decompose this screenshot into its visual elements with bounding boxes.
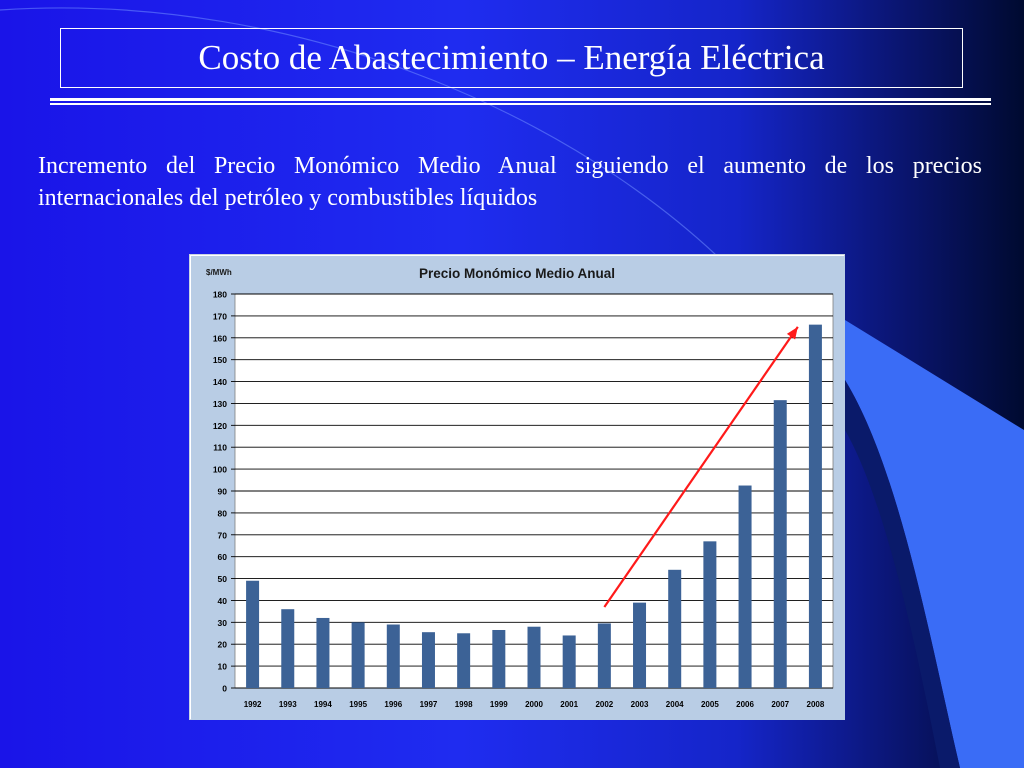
y-tick-label: 120: [213, 421, 227, 431]
y-tick-label: 70: [218, 530, 228, 540]
bar-2005: [703, 541, 717, 688]
slide-body-text: Incremento del Precio Monómico Medio Anu…: [38, 153, 982, 211]
bar-2007: [773, 400, 787, 688]
slide-title: Costo de Abastecimiento – Energía Eléctr…: [198, 38, 825, 77]
x-tick-label: 1996: [384, 700, 402, 709]
x-tick-label: 1993: [279, 700, 297, 709]
bar-2003: [633, 602, 647, 688]
y-tick-label: 100: [213, 465, 227, 475]
x-tick-label: 1998: [455, 700, 473, 709]
bar-1992: [246, 580, 260, 688]
title-rule-thin: [50, 103, 991, 105]
x-tick-label: 2000: [525, 700, 543, 709]
x-tick-label: 1994: [314, 700, 332, 709]
bar-1995: [351, 622, 365, 688]
y-axis-label: $/MWh: [206, 268, 232, 277]
y-tick-label: 160: [213, 333, 227, 343]
y-tick-label: 40: [218, 596, 228, 606]
background-arc: [0, 7, 761, 301]
bar-1998: [457, 633, 471, 688]
title-rule-thick: [50, 98, 991, 101]
chart-frame: 0 10 20 30 40 50 60 70 80 90 100 110 120 130 140 150 160…: [189, 254, 845, 720]
x-tick-label: 2006: [736, 700, 754, 709]
bar-1997: [421, 632, 435, 688]
y-tick-label: 20: [218, 640, 228, 650]
x-tick-label: 2008: [807, 700, 825, 709]
y-tick-label: 60: [218, 552, 228, 562]
background-swoosh-dark: [845, 380, 960, 768]
chart-title: Precio Monómico Medio Anual: [419, 266, 615, 281]
bar-1996: [386, 624, 400, 688]
y-tick-label: 50: [218, 574, 228, 584]
y-tick-label: 140: [213, 377, 227, 387]
y-tick-label: 150: [213, 355, 227, 365]
x-tick-label: 2001: [560, 700, 578, 709]
x-tick-label: 1999: [490, 700, 508, 709]
y-tick-label: 90: [218, 487, 228, 497]
y-tick-label: 180: [213, 290, 227, 300]
bar-2004: [668, 569, 682, 688]
y-tick-label: 80: [218, 508, 228, 518]
y-tick-label: 110: [213, 443, 227, 453]
bar-1993: [281, 609, 295, 688]
x-tick-label: 1995: [349, 700, 367, 709]
y-tick-label: 30: [218, 618, 228, 628]
slide-title-box: Costo de Abastecimiento – Energía Eléctr…: [60, 28, 963, 88]
background-swoosh-light: [845, 320, 1024, 768]
bar-chart: 0 10 20 30 40 50 60 70 80 90 100 110 120 130 140 150 160…: [191, 256, 845, 720]
bar-2006: [738, 485, 752, 688]
bar-2000: [527, 626, 541, 688]
y-tick-label: 130: [213, 399, 227, 409]
x-tick-label: 2002: [595, 700, 613, 709]
x-tick-label: 1997: [420, 700, 438, 709]
y-tick-label: 170: [213, 311, 227, 321]
x-tick-label: 2007: [771, 700, 789, 709]
bar-1999: [492, 629, 506, 688]
x-tick-label: 2004: [666, 700, 684, 709]
x-tick-label: 2003: [631, 700, 649, 709]
bar-2001: [562, 635, 576, 688]
y-tick-label: 0: [222, 684, 227, 694]
trend-arrow-head: [786, 326, 798, 340]
y-tick-label: 10: [218, 662, 228, 672]
bar-2002: [597, 623, 611, 688]
bar-2008: [808, 324, 822, 688]
bar-1994: [316, 617, 330, 688]
x-tick-label: 2005: [701, 700, 719, 709]
x-tick-label: 1992: [244, 700, 262, 709]
trend-arrow-line: [603, 326, 799, 608]
